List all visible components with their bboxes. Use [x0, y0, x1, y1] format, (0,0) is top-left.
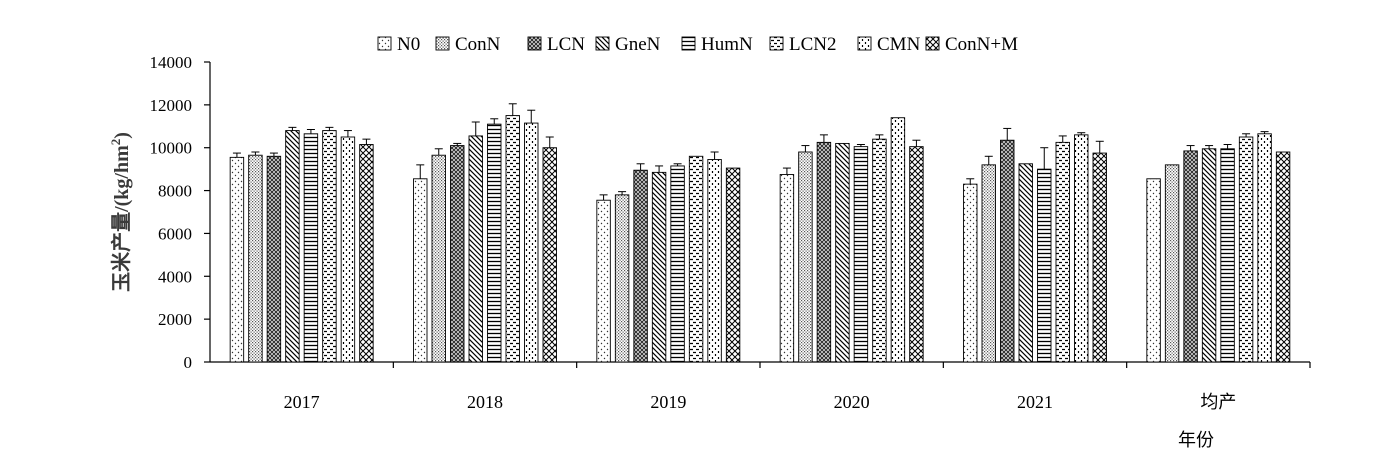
bar-ConN+M: [542, 147, 557, 363]
bar-ConN+M: [1092, 152, 1107, 363]
legend: N0 ConN LCN GneN HumN LCN2 CMN ConN+M: [377, 34, 1018, 55]
bar-LCN: [1183, 150, 1198, 363]
bar-GneN: [835, 142, 850, 363]
bars: [229, 103, 1291, 363]
x-axis-categories: 2017 2018 2019 2020 2021 均产: [284, 362, 1311, 412]
x-category-label: 2017: [284, 392, 320, 412]
x-category-label: 均产: [1200, 392, 1236, 412]
bar-ConN: [981, 164, 996, 363]
legend-label-ConN+M: ConN+M: [945, 34, 1018, 55]
x-axis-title: 年份: [1178, 430, 1214, 451]
legend-label-GneN: GneN: [615, 34, 661, 55]
bar-ConN+M: [1275, 151, 1291, 363]
bar-LCN: [633, 169, 648, 363]
bar-N0: [1146, 178, 1161, 363]
bar-LCN: [450, 145, 465, 363]
bar-ConN: [431, 154, 446, 363]
bar-GneN: [1018, 163, 1033, 363]
bar-CMN: [890, 117, 906, 363]
legend-label-LCN: LCN: [547, 34, 585, 55]
bar-GneN: [651, 171, 667, 363]
legend-label-HumN: HumN: [701, 34, 753, 55]
bar-HumN: [1220, 148, 1235, 363]
legend-swatch-ConN+M: [925, 36, 940, 51]
legend-swatch-ConN: [435, 36, 450, 51]
y-tick-label: 12000: [150, 96, 193, 115]
bar-ConN+M: [909, 146, 924, 363]
bar-ConN: [798, 151, 813, 363]
y-axis-ticks: 0 2000 4000 6000 8000 10000 12000 14000: [150, 53, 210, 372]
bar-N0: [596, 199, 611, 363]
bar-ConN: [248, 154, 263, 363]
bar-ConN: [1164, 164, 1180, 363]
legend-swatch-LCN: [527, 36, 542, 51]
y-tick-label: 6000: [158, 224, 192, 243]
bar-ConN+M: [725, 167, 741, 363]
bar-LCN: [816, 141, 832, 363]
legend-swatch-GneN: [595, 36, 610, 51]
bar-ConN: [614, 194, 630, 363]
bar-LCN2: [688, 155, 704, 363]
legend-swatch-HumN: [681, 36, 696, 51]
bar-GneN: [468, 135, 483, 363]
bar-LCN2: [505, 115, 520, 363]
bar-LCN: [1000, 139, 1015, 363]
bar-LCN: [266, 155, 282, 363]
y-tick-label: 4000: [158, 267, 192, 286]
x-category-label: 2019: [650, 392, 686, 412]
y-axis-title-superscript: 2: [108, 139, 123, 146]
bar-CMN: [340, 136, 356, 363]
bar-CMN: [524, 122, 539, 363]
y-tick-label: 2000: [158, 310, 192, 329]
x-category-label: 2020: [834, 392, 870, 412]
y-tick-label: 14000: [150, 53, 193, 72]
bar-HumN: [853, 146, 869, 363]
legend-swatch-LCN2: [769, 36, 784, 51]
bar-CMN: [1257, 133, 1272, 363]
y-tick-label: 10000: [150, 139, 193, 158]
bar-ConN+M: [359, 144, 374, 363]
bar-GneN: [285, 130, 300, 363]
legend-label-CMN: CMN: [877, 34, 921, 55]
y-tick-label: 8000: [158, 182, 192, 201]
legend-label-LCN2: LCN2: [789, 34, 837, 55]
bar-LCN2: [872, 138, 887, 363]
x-category-label: 2021: [1017, 392, 1053, 412]
bar-HumN: [1037, 168, 1052, 363]
bar-LCN2: [322, 130, 337, 363]
y-axis-title: 玉米产量/(kg/hm2): [108, 132, 133, 292]
bar-N0: [413, 178, 428, 363]
bar-HumN: [303, 133, 319, 363]
bar-N0: [229, 156, 245, 363]
bar-N0: [779, 174, 795, 363]
bar-N0: [963, 183, 978, 363]
x-category-label: 2018: [467, 392, 503, 412]
bar-GneN: [1201, 148, 1217, 363]
bar-HumN: [670, 165, 685, 363]
legend-label-N0: N0: [397, 34, 420, 55]
y-tick-label: 0: [184, 353, 193, 372]
bar-CMN: [707, 159, 722, 363]
legend-swatch-CMN: [857, 36, 872, 51]
legend-label-ConN: ConN: [455, 34, 501, 55]
bar-LCN2: [1238, 136, 1254, 363]
legend-swatch-N0: [377, 36, 392, 51]
bar-HumN: [487, 123, 502, 363]
bar-LCN2: [1055, 141, 1070, 363]
bar-CMN: [1074, 134, 1089, 363]
